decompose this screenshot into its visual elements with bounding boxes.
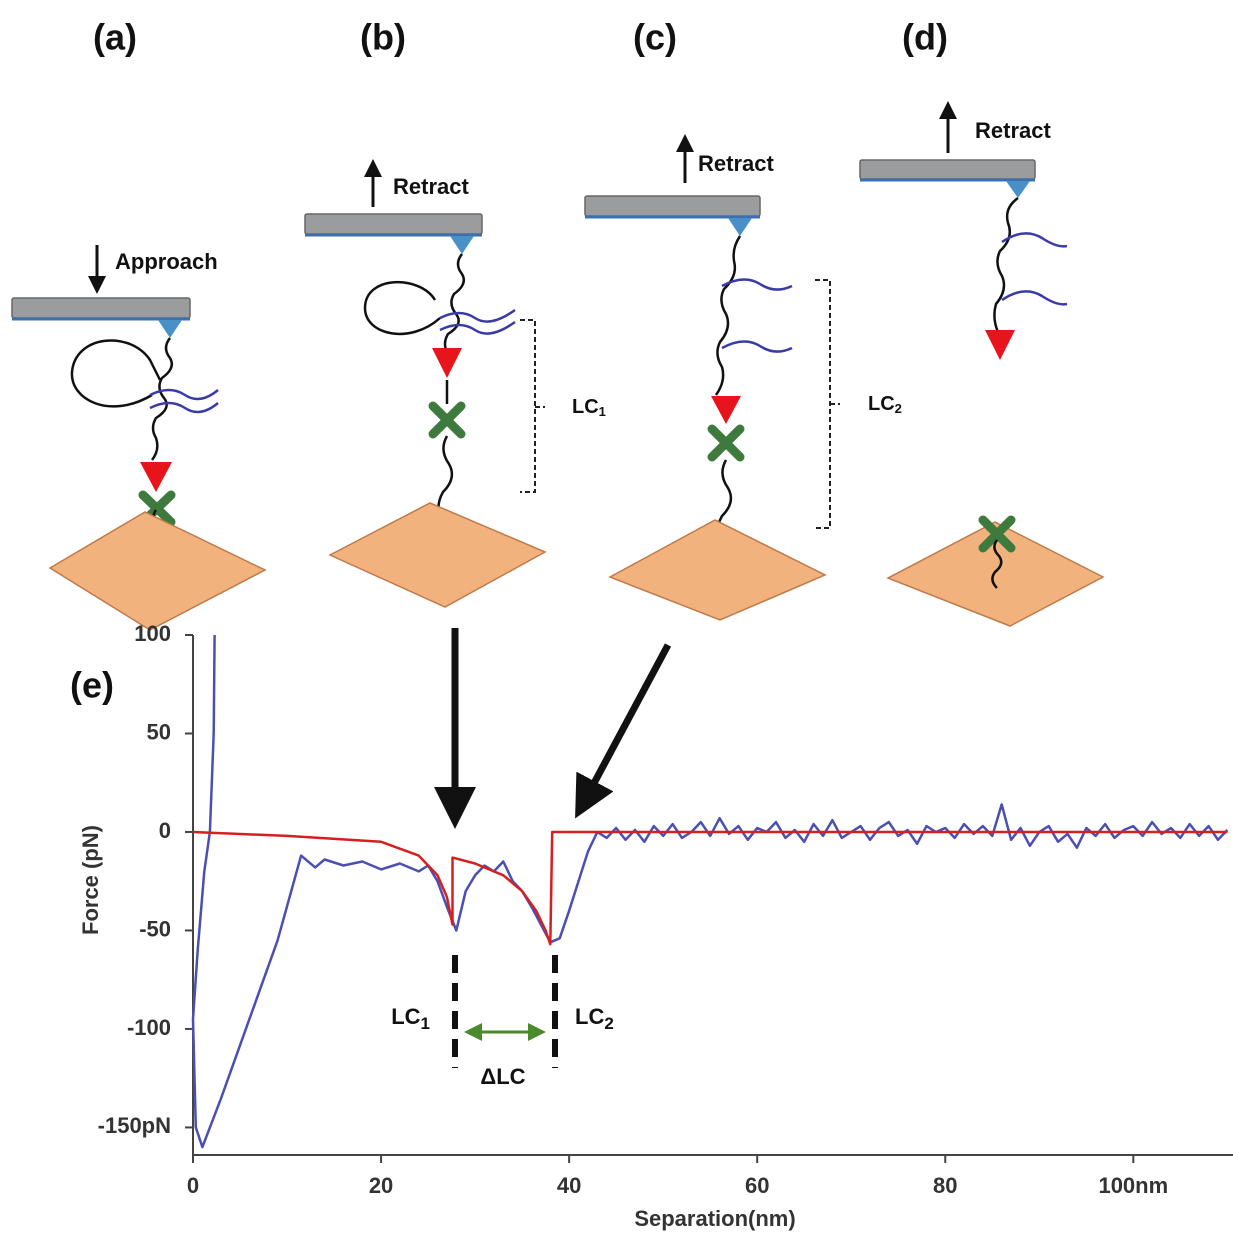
- delta-label: ΔLC: [480, 1064, 525, 1089]
- contour-base: LC: [572, 396, 599, 418]
- panel-c: Retract LC2: [584, 134, 902, 621]
- action-label: Retract: [975, 118, 1051, 143]
- chart: (e) Force (pN) Separation(nm) LC1 LC2 ΔL…: [70, 621, 1233, 1231]
- contour-base: LC: [868, 393, 895, 415]
- lc-label: LC2: [575, 1004, 614, 1034]
- action-label: Approach: [115, 249, 218, 274]
- panel-label: (b): [360, 17, 406, 58]
- x-tick-label: 100nm: [1098, 1173, 1168, 1198]
- contour-sub: 2: [895, 401, 902, 416]
- panel-label: (d): [902, 17, 948, 58]
- panel-b: Retract LC1: [304, 159, 606, 608]
- panel-label: (e): [70, 665, 114, 706]
- contour-label: LC2: [868, 393, 902, 416]
- lc-label: LC1: [391, 1004, 430, 1034]
- panel-d: Retract: [859, 101, 1105, 627]
- x-tick-label: 20: [369, 1173, 393, 1198]
- x-axis-title: Separation(nm): [634, 1206, 795, 1231]
- y-axis-title: Force (pN): [78, 825, 103, 935]
- x-tick-label: 40: [557, 1173, 581, 1198]
- x-tick-label: 80: [933, 1173, 957, 1198]
- panel-label: (c): [633, 17, 677, 58]
- data-line: [191, 634, 1229, 1149]
- y-tick-label: 0: [159, 818, 171, 843]
- y-tick-label: -100: [127, 1015, 171, 1040]
- x-tick-label: 0: [187, 1173, 199, 1198]
- y-tick-label: -50: [139, 916, 171, 941]
- lc-sub: 2: [604, 1014, 613, 1033]
- contour-label: LC1: [572, 396, 606, 419]
- data-line: [192, 830, 1228, 946]
- contour-sub: 1: [599, 404, 606, 419]
- y-tick-label: 50: [147, 719, 171, 744]
- action-label: Retract: [393, 174, 469, 199]
- y-tick-label: 100: [134, 621, 171, 646]
- y-tick-label: -150pN: [98, 1113, 171, 1138]
- lc-sub: 1: [421, 1014, 430, 1033]
- arrow: [575, 643, 672, 819]
- action-label: Retract: [698, 151, 774, 176]
- lc-base: LC: [575, 1004, 604, 1029]
- panel-a: Approach: [11, 245, 267, 631]
- x-tick-label: 60: [745, 1173, 769, 1198]
- lc-base: LC: [391, 1004, 420, 1029]
- panel-label: (a): [93, 17, 137, 58]
